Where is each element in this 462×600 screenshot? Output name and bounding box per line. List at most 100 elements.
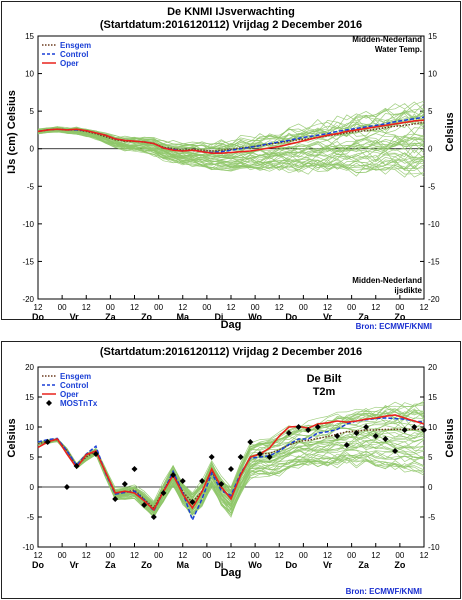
- x-tick-label: 00: [202, 303, 211, 312]
- chart-subtitle: (Startdatum:2016120112) Vrijdag 2 Decemb…: [100, 346, 362, 358]
- y-tick-label-left: -5: [27, 513, 35, 522]
- x-tick-label: 12: [130, 303, 139, 312]
- y-tick-label-left: 5: [30, 107, 35, 116]
- y-tick-label-left: 15: [25, 32, 34, 41]
- x-tick-label: 00: [347, 303, 356, 312]
- y-tick-label-right: 5: [428, 107, 433, 116]
- mos-point: [63, 484, 70, 490]
- ice-forecast-chart: De KNMI IJsverwachting (Startdatum:20161…: [6, 6, 456, 331]
- mos-point: [401, 427, 408, 433]
- x-tick-label: 12: [130, 551, 139, 560]
- y-tick-label-left: 0: [30, 483, 35, 492]
- mos-point: [237, 454, 244, 460]
- temperature-forecast-chart: (Startdatum:2016120112) Vrijdag 2 Decemb…: [6, 346, 456, 596]
- mos-point: [363, 424, 370, 430]
- x-tick-label: 12: [34, 551, 43, 560]
- x-tick-label: 12: [82, 551, 91, 560]
- y-axis-label-left: IJs (cm) Celsius: [6, 90, 18, 174]
- mos-point: [247, 439, 254, 445]
- x-tick-label: 12: [323, 303, 332, 312]
- y-tick-label-right: -10: [428, 220, 440, 229]
- ensemble-member-line: [38, 129, 425, 163]
- legend-oper-label: Oper: [60, 59, 79, 68]
- x-tick-label: 12: [275, 551, 284, 560]
- ice-annotation-var: ijsdikte: [394, 286, 422, 295]
- x-day-label: Zo: [394, 312, 405, 322]
- y-tick-label-right: 0: [428, 483, 433, 492]
- legend-control-label: Control: [60, 50, 88, 59]
- mos-point: [112, 496, 119, 502]
- mos-point: [382, 436, 389, 442]
- legend-ensgem-label: Ensgem: [60, 372, 91, 381]
- x-day-label: Ma: [176, 312, 189, 322]
- series-line-oper: [37, 414, 425, 512]
- y-tick-label-left: 15: [25, 393, 34, 402]
- x-tick-label: 12: [323, 551, 332, 560]
- mos-point: [44, 439, 51, 445]
- mos-point: [218, 481, 225, 487]
- x-day-label: Za: [105, 312, 116, 322]
- x-day-label: Vr: [70, 560, 80, 570]
- ensemble-member-line: [37, 440, 425, 516]
- x-day-label: Wo: [248, 560, 262, 570]
- mos-point: [334, 433, 341, 439]
- y-tick-label-left: 20: [25, 363, 34, 372]
- ice-forecast-panel: De KNMI IJsverwachting (Startdatum:20161…: [1, 1, 461, 331]
- y-tick-label-left: 5: [30, 453, 35, 462]
- y-tick-label-right: -20: [428, 295, 440, 304]
- temperature-forecast-panel: (Startdatum:2016120112) Vrijdag 2 Decemb…: [1, 341, 461, 599]
- y-tick-label-left: -15: [22, 257, 34, 266]
- y-tick-label-left: -5: [27, 182, 35, 191]
- water-annotation-region: Midden-Nederland: [352, 35, 422, 44]
- x-day-label: Di: [214, 560, 223, 570]
- mos-point: [121, 481, 128, 487]
- mos-point: [353, 430, 360, 436]
- x-tick-label: 12: [178, 303, 187, 312]
- x-tick-label: 00: [251, 551, 260, 560]
- x-axis-label: Dag: [221, 567, 242, 579]
- y-tick-label-left: 0: [30, 145, 35, 154]
- series-line-oper: [37, 119, 425, 154]
- y-tick-label-right: 15: [428, 32, 437, 41]
- legend-control-label: Control: [60, 381, 88, 390]
- x-day-label: Zo: [394, 560, 405, 570]
- y-tick-label-right: -15: [428, 257, 440, 266]
- x-day-label: Vr: [323, 312, 333, 322]
- legend-oper-label: Oper: [60, 390, 79, 399]
- ensemble-member-line: [37, 440, 425, 515]
- mos-point: [411, 424, 418, 430]
- x-day-label: Vr: [70, 312, 80, 322]
- x-tick-label: 12: [34, 303, 43, 312]
- mos-point: [256, 451, 263, 457]
- x-day-label: Di: [214, 312, 223, 322]
- source-credit: Bron: ECMWF/KNMI: [356, 322, 432, 331]
- mos-point: [73, 463, 80, 469]
- water-annotation-var: Water Temp.: [375, 45, 422, 54]
- ensemble-member-line: [37, 103, 425, 146]
- y-tick-label-right: 20: [428, 363, 437, 372]
- mos-point: [92, 451, 99, 457]
- x-tick-label: 00: [58, 551, 67, 560]
- x-tick-label: 00: [58, 303, 67, 312]
- ensemble-member-line: [37, 100, 425, 149]
- mos-point: [199, 478, 206, 484]
- ensemble-member-line: [37, 127, 425, 156]
- y-tick-label-right: -5: [428, 182, 436, 191]
- series-line-ensgem: [37, 121, 425, 152]
- x-day-label: Wo: [248, 312, 262, 322]
- chart-title: De KNMI IJsverwachting: [167, 6, 295, 18]
- y-axis-label-right: Celsius: [444, 418, 456, 457]
- x-day-label: Ma: [176, 560, 189, 570]
- mos-point: [189, 499, 196, 505]
- legend-ensgem-label: Ensgem: [60, 41, 91, 50]
- y-axis-label-right: Celsius: [444, 112, 456, 151]
- mos-point: [305, 427, 312, 433]
- x-day-label: Do: [285, 312, 297, 322]
- mos-point: [295, 424, 302, 430]
- x-day-label: Vr: [323, 560, 333, 570]
- mos-point: [392, 448, 399, 454]
- station-name: De Bilt: [307, 373, 342, 385]
- mos-point: [421, 427, 427, 433]
- x-tick-label: 12: [371, 303, 380, 312]
